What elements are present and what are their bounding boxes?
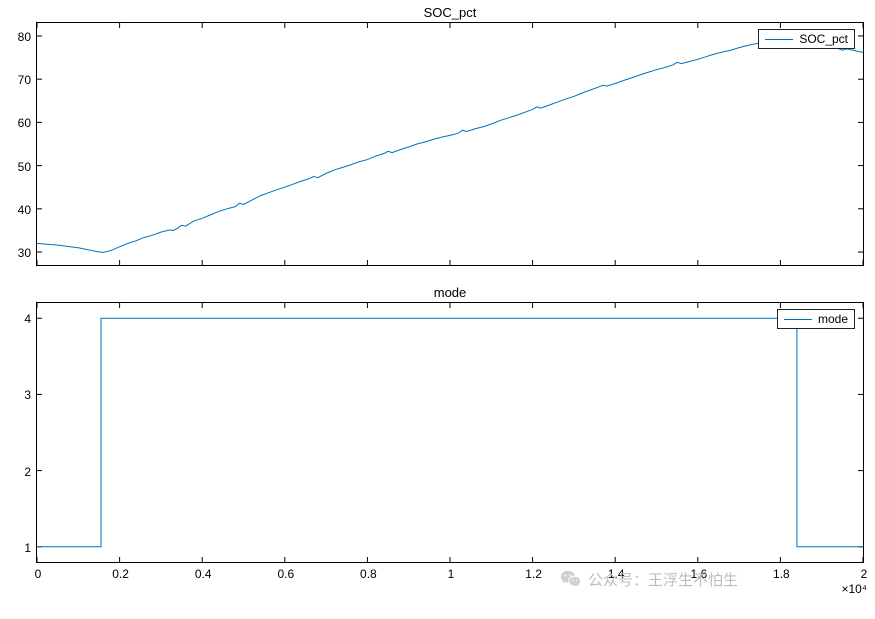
ytick-label: 40 [18,203,37,217]
mode-legend: mode [777,309,855,329]
ytick-label: 3 [24,388,37,402]
ytick-label: 70 [18,73,37,87]
xtick-label: 0.6 [277,562,294,581]
soc-line-series [37,23,863,265]
xtick-label: 1 [448,562,455,581]
xtick-label: 1.2 [525,562,542,581]
figure: SOC_pct 304050607080 SOC_pct mode 1234 0… [0,0,875,619]
soc-legend-label: SOC_pct [799,32,848,46]
ytick-label: 1 [24,541,37,555]
ytick-label: 4 [24,312,37,326]
xtick-label: 1.6 [690,562,707,581]
ytick-label: 2 [24,465,37,479]
xtick-label: 1.8 [773,562,790,581]
xtick-label: 0.4 [195,562,212,581]
xtick-label: 0 [35,562,42,581]
x-scale-label: ×10⁴ [841,562,867,596]
wechat-icon [560,568,582,590]
ytick-label: 80 [18,30,37,44]
xtick-label: 0.8 [360,562,377,581]
ytick-label: 50 [18,160,37,174]
mode-legend-label: mode [818,312,848,326]
xtick-label: 1.4 [608,562,625,581]
subplot-mode-title: mode [434,285,467,300]
soc-legend: SOC_pct [758,29,855,49]
ytick-label: 30 [18,246,37,260]
soc-legend-swatch [765,39,793,40]
subplot-soc: SOC_pct 304050607080 SOC_pct [36,22,864,266]
ytick-label: 60 [18,116,37,130]
mode-line-series [37,303,863,562]
subplot-soc-title: SOC_pct [424,5,477,20]
watermark: 公众号：王浮生不怕生 [560,568,738,590]
xtick-label: 0.2 [112,562,129,581]
mode-legend-swatch [784,319,812,320]
subplot-mode: mode 1234 00.20.40.60.811.21.41.61.82 ×1… [36,302,864,563]
